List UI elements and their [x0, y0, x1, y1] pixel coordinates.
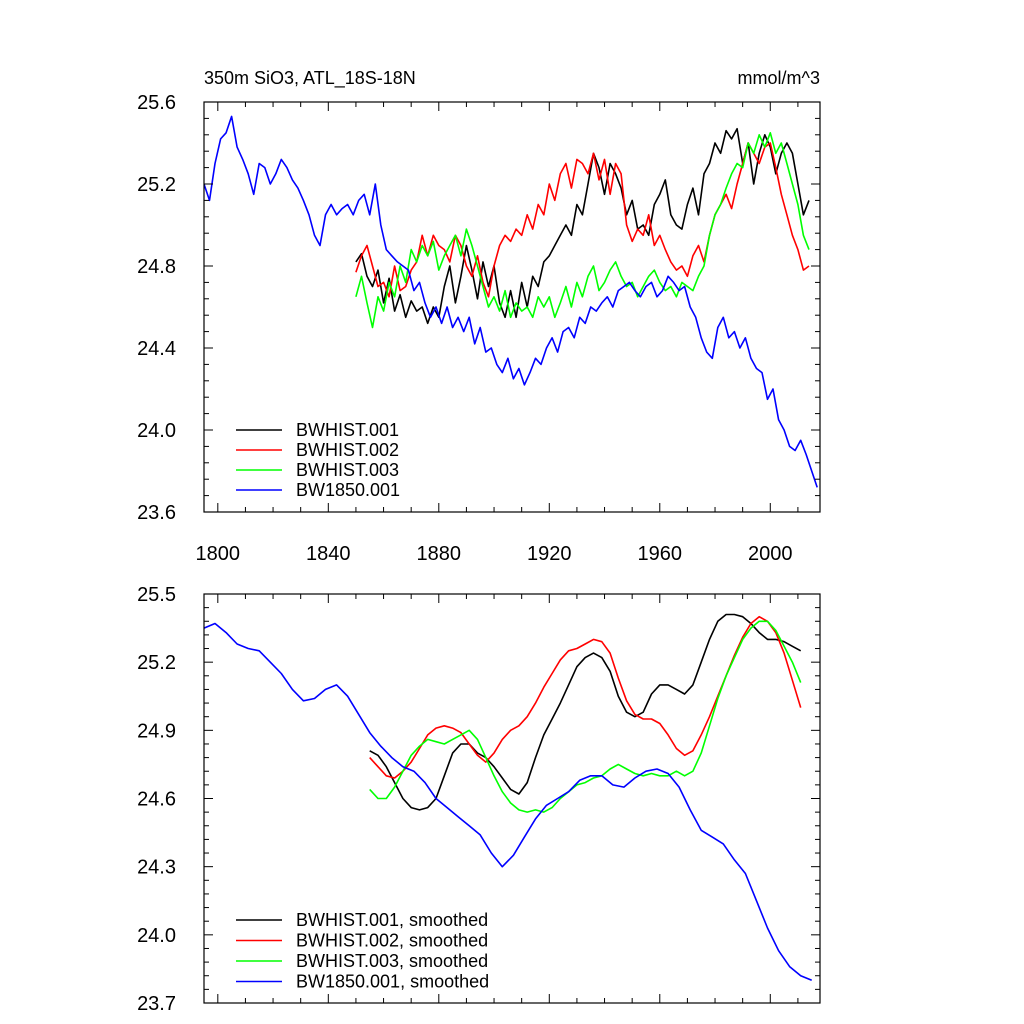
y-tick-label: 25.6: [137, 92, 176, 114]
y-tick-label: 25.2: [137, 174, 176, 196]
chart-panel-1: 23.6 24.0 24.4 24.8 25.2 25.6 1800 1840 1880 1920…: [137, 68, 821, 565]
y-tick-label: 23.6: [137, 502, 176, 524]
y-tick-label: 24.9: [137, 720, 176, 742]
legend-label: BW1850.001: [296, 480, 400, 500]
series-line-bw1850-001: [204, 115, 818, 488]
x-tick-label: 1920: [527, 543, 572, 565]
series-line-bwhist-002: [355, 142, 810, 298]
legend-label: BWHIST.003: [296, 460, 399, 480]
y-tick-label: 24.6: [137, 789, 176, 811]
series-line-bwhist-002-smoothed: [369, 615, 802, 779]
series-line-bwhist-003: [355, 132, 810, 329]
series-line-bwhist-003-smoothed: [369, 620, 802, 813]
x-tick-label: 1800: [196, 543, 241, 565]
legend-label: BWHIST.001: [296, 420, 399, 440]
x-tick-label: 1840: [306, 543, 351, 565]
x-tick-label: 1880: [417, 543, 462, 565]
legend-label: BWHIST.001, smoothed: [296, 910, 488, 930]
y-tick-label: 25.2: [137, 652, 176, 674]
y-tick-label: 24.4: [137, 338, 176, 360]
legend-label: BWHIST.003, smoothed: [296, 951, 488, 971]
legend-label: BW1850.001, smoothed: [296, 972, 489, 992]
series-line-bwhist-001-smoothed: [369, 613, 802, 811]
x-tick-label: 2000: [748, 543, 793, 565]
y-tick-label: 23.7: [137, 993, 176, 1015]
chart-title: 350m SiO3, ATL_18S-18N: [204, 68, 416, 89]
series-line-bw1850-001-smoothed: [204, 622, 813, 982]
y-tick-label: 24.3: [137, 857, 176, 879]
y-tick-label: 24.8: [137, 256, 176, 278]
series-line-bwhist-001: [355, 127, 810, 325]
legend-label: BWHIST.002, smoothed: [296, 931, 488, 951]
chart-units: mmol/m^3: [738, 68, 820, 88]
y-tick-label: 24.0: [137, 925, 176, 947]
plot-frame: [203, 101, 821, 513]
legend-label: BWHIST.002: [296, 440, 399, 460]
chart-panel-2: 23.7 24.0 24.3 24.6 24.9 25.2 25.5 BWHIST.001, …: [137, 584, 821, 1015]
y-tick-label: 25.5: [137, 584, 176, 606]
y-tick-label: 24.0: [137, 420, 176, 442]
x-tick-label: 1960: [638, 543, 683, 565]
